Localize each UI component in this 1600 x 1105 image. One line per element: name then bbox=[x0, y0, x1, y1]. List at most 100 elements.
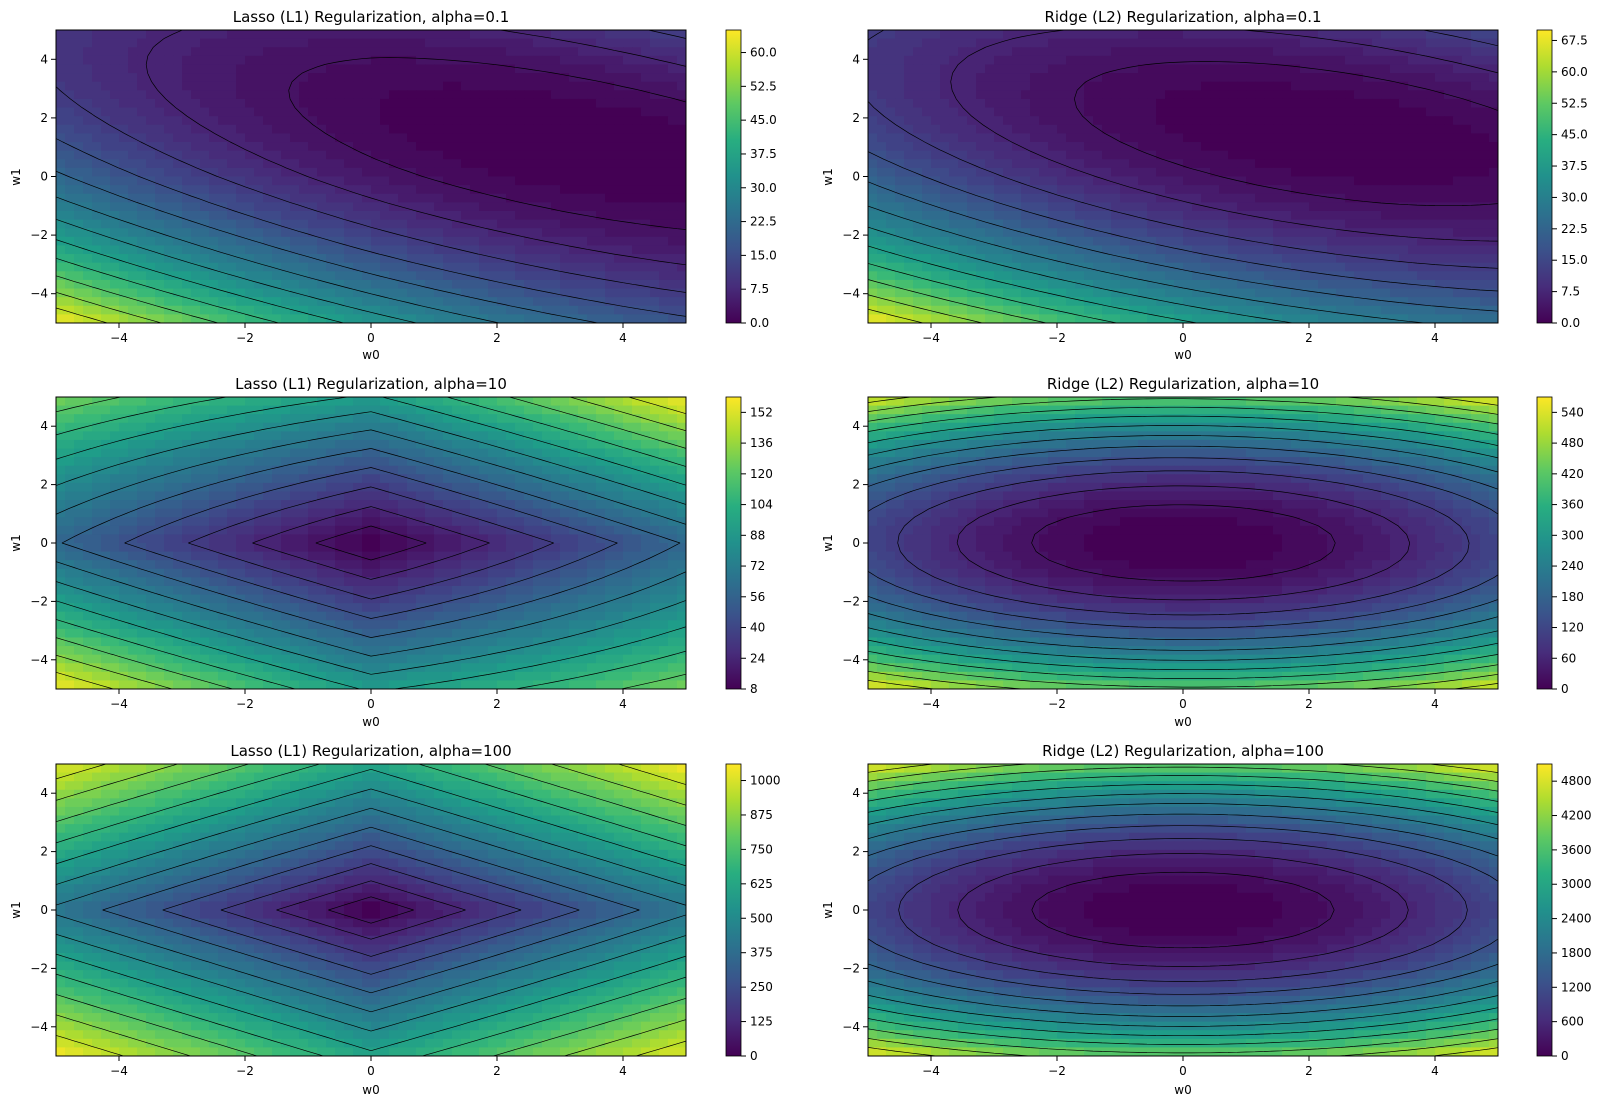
heat-cell bbox=[524, 98, 534, 109]
heat-cell bbox=[1291, 64, 1301, 74]
heat-cell bbox=[1192, 159, 1202, 169]
heat-cell bbox=[967, 271, 977, 281]
heat-cell bbox=[677, 73, 686, 83]
heat-cell bbox=[1489, 271, 1498, 281]
heat-cell bbox=[101, 90, 111, 100]
heat-cell bbox=[209, 228, 219, 238]
heat-cell bbox=[416, 133, 426, 143]
heat-cell bbox=[1183, 279, 1193, 290]
heat-cell bbox=[1417, 116, 1427, 126]
heat-cell bbox=[398, 73, 408, 83]
heat-cell bbox=[904, 228, 914, 238]
heat-cell bbox=[895, 116, 905, 126]
heat-cell bbox=[1462, 107, 1472, 117]
heat-cell bbox=[623, 193, 633, 203]
heat-cell bbox=[1093, 193, 1103, 203]
heat-cell bbox=[1228, 219, 1238, 229]
heat-cell bbox=[886, 64, 896, 74]
heat-cell bbox=[1111, 193, 1121, 203]
heat-cell bbox=[155, 210, 165, 221]
heat-cell bbox=[272, 90, 282, 100]
heat-cell bbox=[641, 142, 651, 152]
heat-cell bbox=[587, 185, 597, 195]
heat-cell bbox=[1084, 210, 1094, 221]
heat-cell bbox=[65, 397, 75, 407]
heat-cell bbox=[371, 210, 381, 221]
heat-cell bbox=[119, 185, 129, 195]
heat-cell bbox=[1066, 314, 1076, 323]
heat-cell bbox=[1057, 193, 1067, 203]
heat-cell bbox=[65, 73, 75, 83]
heat-cell bbox=[1273, 193, 1283, 203]
heat-cell bbox=[1201, 90, 1211, 100]
heat-cell bbox=[326, 47, 336, 57]
heat-cell bbox=[326, 314, 336, 323]
heat-cell bbox=[200, 64, 210, 74]
heat-cell bbox=[1075, 133, 1085, 143]
heat-cell bbox=[497, 271, 507, 281]
heat-cell bbox=[101, 305, 111, 315]
heat-cell bbox=[74, 176, 84, 186]
heat-cell bbox=[569, 236, 579, 247]
heat-cell bbox=[1435, 98, 1445, 109]
heat-cell bbox=[83, 262, 93, 272]
heat-cell bbox=[1237, 288, 1247, 298]
y-tick-label: 0 bbox=[852, 170, 860, 184]
heat-cell bbox=[931, 107, 941, 117]
heat-cell bbox=[1399, 159, 1409, 169]
heat-cell bbox=[1075, 288, 1085, 298]
heat-cell bbox=[659, 30, 669, 40]
heat-cell bbox=[416, 150, 426, 160]
heat-cell bbox=[1336, 314, 1346, 323]
heat-cell bbox=[904, 47, 914, 57]
heat-cell bbox=[407, 55, 417, 66]
heat-cell bbox=[434, 150, 444, 160]
heat-cell bbox=[488, 185, 498, 195]
heat-cell bbox=[209, 185, 219, 195]
heat-cell bbox=[74, 193, 84, 203]
heat-cell bbox=[596, 150, 606, 160]
heat-cell bbox=[362, 47, 372, 57]
heat-cell bbox=[668, 98, 678, 109]
contour-lines bbox=[56, 30, 686, 323]
heat-cell bbox=[1327, 133, 1337, 143]
heat-cell bbox=[1336, 124, 1346, 135]
heat-cell bbox=[1309, 73, 1319, 83]
heat-cell bbox=[913, 305, 923, 315]
heat-cell bbox=[1336, 288, 1346, 298]
heat-cell bbox=[877, 116, 887, 126]
heat-cell bbox=[164, 55, 174, 66]
heat-cell bbox=[1462, 98, 1472, 109]
heat-cell bbox=[398, 133, 408, 143]
heat-cell bbox=[1120, 305, 1130, 315]
heat-cell bbox=[1084, 90, 1094, 100]
heatmap bbox=[56, 397, 686, 689]
heat-cell bbox=[452, 185, 462, 195]
heat-cell bbox=[1165, 90, 1175, 100]
heat-cell bbox=[83, 30, 93, 40]
heat-cell bbox=[1012, 262, 1022, 272]
heat-cell bbox=[452, 142, 462, 152]
heat-cell bbox=[1318, 90, 1328, 100]
colorbar-tick-label: 52.5 bbox=[750, 79, 777, 93]
heat-cell bbox=[1120, 81, 1130, 91]
heat-cell bbox=[542, 55, 552, 66]
heat-cell bbox=[1039, 98, 1049, 109]
heat-cell bbox=[922, 38, 932, 48]
heat-cell bbox=[1183, 55, 1193, 66]
heat-cell bbox=[1300, 64, 1310, 74]
heat-cell bbox=[1138, 271, 1148, 281]
heat-cell bbox=[1246, 245, 1256, 255]
heat-cell bbox=[488, 90, 498, 100]
heat-cell bbox=[1102, 271, 1112, 281]
heat-cell bbox=[380, 405, 390, 415]
heat-cell bbox=[922, 271, 932, 281]
heat-cell bbox=[1282, 202, 1292, 212]
heat-cell bbox=[877, 107, 887, 117]
heat-cell bbox=[1363, 176, 1373, 186]
heat-cell bbox=[1345, 90, 1355, 100]
heat-cell bbox=[299, 150, 309, 160]
heat-cell bbox=[1417, 202, 1427, 212]
heat-cell bbox=[281, 219, 291, 229]
heat-cell bbox=[155, 116, 165, 126]
